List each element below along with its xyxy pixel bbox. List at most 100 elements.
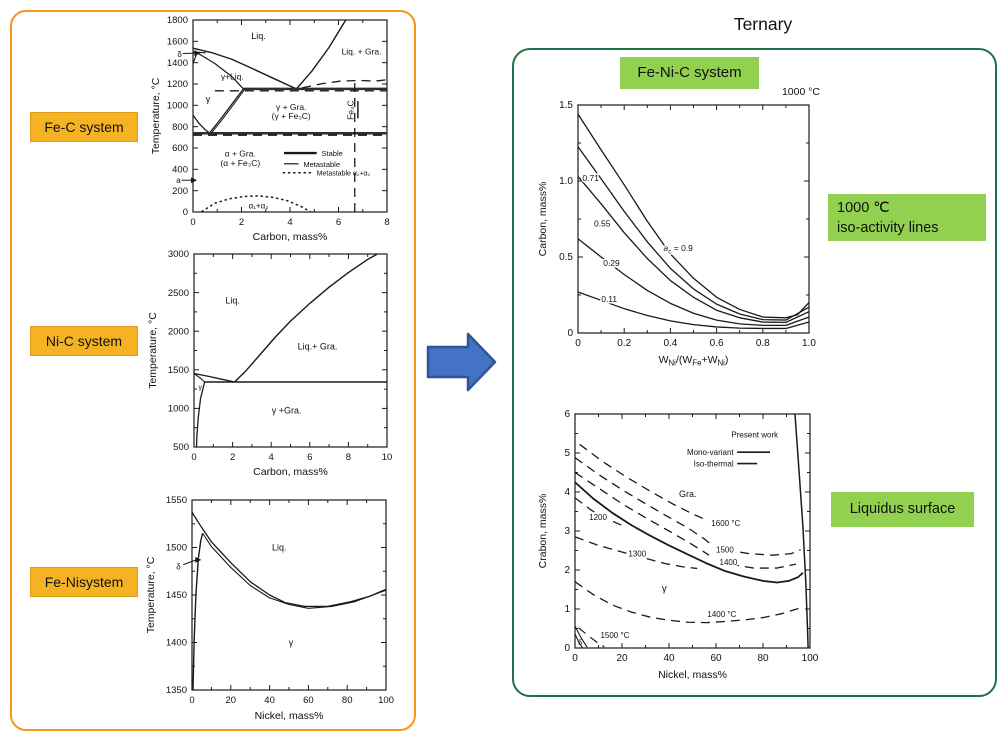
- svg-text:6: 6: [307, 452, 312, 463]
- svg-text:20: 20: [616, 653, 628, 664]
- svg-text:1.0: 1.0: [559, 176, 573, 187]
- iso-activity-temperature-label: 1000 °C: [781, 86, 820, 98]
- svg-text:0.11: 0.11: [601, 294, 617, 304]
- ternary-panel: [512, 48, 997, 697]
- svg-text:1500: 1500: [716, 546, 734, 555]
- svg-text:Carbon, mass%: Carbon, mass%: [253, 466, 328, 478]
- svg-text:2: 2: [239, 217, 244, 228]
- svg-text:a: a: [176, 176, 181, 185]
- svg-text:400: 400: [172, 165, 188, 176]
- fe-c-svg: 0 2 4 6 8 0 200 400 600 800 1000 1200 1400 1600 1800 Ca…: [150, 15, 390, 243]
- iso-activity-svg: 0 0.2 0.4 0.6 0.8 1.0 0 0.5 1.0 1.5 WNi/(WFe+WNi) C…: [537, 100, 816, 367]
- svg-text:Mono-variant: Mono-variant: [687, 448, 734, 457]
- label-fe-ni-system: Fe-Nisystem: [30, 567, 138, 597]
- svg-text:8: 8: [346, 452, 351, 463]
- svg-text:0.2: 0.2: [617, 338, 631, 349]
- svg-text:1300: 1300: [628, 550, 646, 559]
- svg-text:4: 4: [287, 217, 292, 228]
- svg-text:4: 4: [269, 452, 274, 463]
- svg-text:0: 0: [191, 452, 196, 463]
- label-fe-c-system: Fe-C system: [30, 112, 138, 142]
- fe-ni-svg: 0 20 40 60 80 100 1350 1400 1450 1500 1550 Nickel, …: [145, 495, 394, 722]
- svg-text:0.6: 0.6: [710, 338, 724, 349]
- svg-text:γ+Liq.: γ+Liq.: [221, 71, 244, 81]
- svg-text:1.0: 1.0: [802, 338, 816, 349]
- svg-text:γ + Gra.: γ + Gra.: [276, 102, 306, 112]
- svg-text:8: 8: [384, 217, 389, 228]
- svg-text:2: 2: [230, 452, 235, 463]
- svg-text:1400: 1400: [720, 558, 738, 567]
- svg-text:1: 1: [564, 604, 570, 615]
- svg-text:Nickel, mass%: Nickel, mass%: [255, 710, 324, 722]
- svg-text:1200: 1200: [589, 513, 607, 522]
- label-liquidus-surface: Liquidus surface: [831, 492, 974, 527]
- label-iso-activity-note: 1000 ℃ iso-activity lines: [828, 194, 986, 241]
- svg-text:2: 2: [564, 565, 570, 576]
- svg-text:1600 °C: 1600 °C: [711, 519, 740, 528]
- svg-text:5: 5: [564, 448, 570, 459]
- svg-text:1600: 1600: [167, 37, 188, 48]
- svg-text:Fe₃C: Fe₃C: [346, 100, 356, 120]
- svg-text:1400: 1400: [166, 638, 187, 649]
- svg-text:Temperature, °C: Temperature, °C: [147, 312, 159, 389]
- svg-text:α + Gra.: α + Gra.: [225, 149, 256, 159]
- svg-text:40: 40: [264, 695, 275, 706]
- liquidus-surface-chart: 0 20 40 60 80 100 0 1 2 3 4 5 6 Nickel, mass% Crabon, …: [528, 400, 830, 690]
- svg-text:0.5: 0.5: [559, 252, 573, 263]
- flow-arrow-icon: [426, 332, 497, 392]
- ni-c-svg: 0 2 4 6 8 10 500 1000 1500 2000 2500 3000 Carbon, ma…: [147, 249, 393, 478]
- ternary-title: Ternary: [733, 14, 793, 34]
- svg-text:Liq.: Liq.: [225, 295, 240, 305]
- svg-text:1000: 1000: [167, 101, 188, 112]
- svg-text:500: 500: [173, 442, 189, 453]
- svg-text:0: 0: [183, 207, 188, 218]
- svg-text:40: 40: [663, 653, 675, 664]
- svg-text:1400 °C: 1400 °C: [707, 610, 736, 619]
- label-fe-ni-c-system: Fe-Ni-C system: [620, 57, 759, 89]
- svg-text:0.71: 0.71: [582, 173, 599, 183]
- svg-text:0: 0: [572, 653, 578, 664]
- svg-text:α₁+α₂: α₁+α₂: [249, 201, 269, 210]
- fe-c-phase-diagram: 0 2 4 6 8 0 200 400 600 800 1000 1200 1400 1600 1800 Ca…: [148, 12, 400, 253]
- svg-text:Carbon, mass%: Carbon, mass%: [253, 231, 328, 243]
- svg-text:Carbon, mass%: Carbon, mass%: [537, 182, 549, 257]
- svg-text:Temperature, °C: Temperature, °C: [145, 556, 157, 633]
- svg-text:2000: 2000: [168, 326, 189, 337]
- svg-text:1800: 1800: [167, 15, 188, 26]
- svg-text:Liq.: Liq.: [251, 31, 266, 41]
- svg-text:Stable: Stable: [322, 149, 343, 158]
- iso-activity-chart: 0 0.2 0.4 0.6 0.8 1.0 0 0.5 1.0 1.5 WNi/(WFe+WNi) C…: [528, 85, 830, 372]
- svg-text:Liq.: Liq.: [272, 543, 287, 553]
- svg-text:6: 6: [336, 217, 341, 228]
- svg-text:δ: δ: [177, 50, 182, 59]
- svg-text:1500: 1500: [166, 543, 187, 554]
- svg-text:1500: 1500: [168, 365, 189, 376]
- svg-text:γ: γ: [662, 584, 667, 595]
- svg-text:0.8: 0.8: [756, 338, 770, 349]
- svg-text:2500: 2500: [168, 288, 189, 299]
- svg-text:Gra.: Gra.: [679, 489, 697, 499]
- label-ni-c-system: Ni-C system: [30, 326, 138, 356]
- svg-text:80: 80: [757, 653, 769, 664]
- svg-text:200: 200: [172, 186, 188, 197]
- svg-text:3000: 3000: [168, 249, 189, 260]
- svg-text:1200: 1200: [167, 79, 188, 90]
- svg-text:WNi/(WFe+WNi): WNi/(WFe+WNi): [659, 354, 729, 367]
- svg-text:20: 20: [226, 695, 237, 706]
- svg-text:80: 80: [342, 695, 353, 706]
- svg-text:800: 800: [172, 122, 188, 133]
- svg-text:10: 10: [382, 452, 393, 463]
- svg-text:0: 0: [190, 217, 195, 228]
- svg-text:0: 0: [575, 338, 581, 349]
- svg-text:Nickel, mass%: Nickel, mass%: [658, 669, 727, 681]
- svg-text:4: 4: [564, 487, 570, 498]
- svg-text:100: 100: [802, 653, 819, 664]
- svg-text:0: 0: [567, 328, 573, 339]
- svg-text:Temperature, °C: Temperature, °C: [150, 77, 162, 154]
- fe-ni-phase-diagram: 0 20 40 60 80 100 1350 1400 1450 1500 1550 Nickel, …: [138, 490, 400, 735]
- svg-text:3: 3: [564, 526, 570, 537]
- svg-text:ac = 0.9: ac = 0.9: [663, 243, 693, 256]
- svg-text:Liq. + Gra.: Liq. + Gra.: [342, 46, 382, 56]
- svg-text:1.5: 1.5: [559, 100, 573, 111]
